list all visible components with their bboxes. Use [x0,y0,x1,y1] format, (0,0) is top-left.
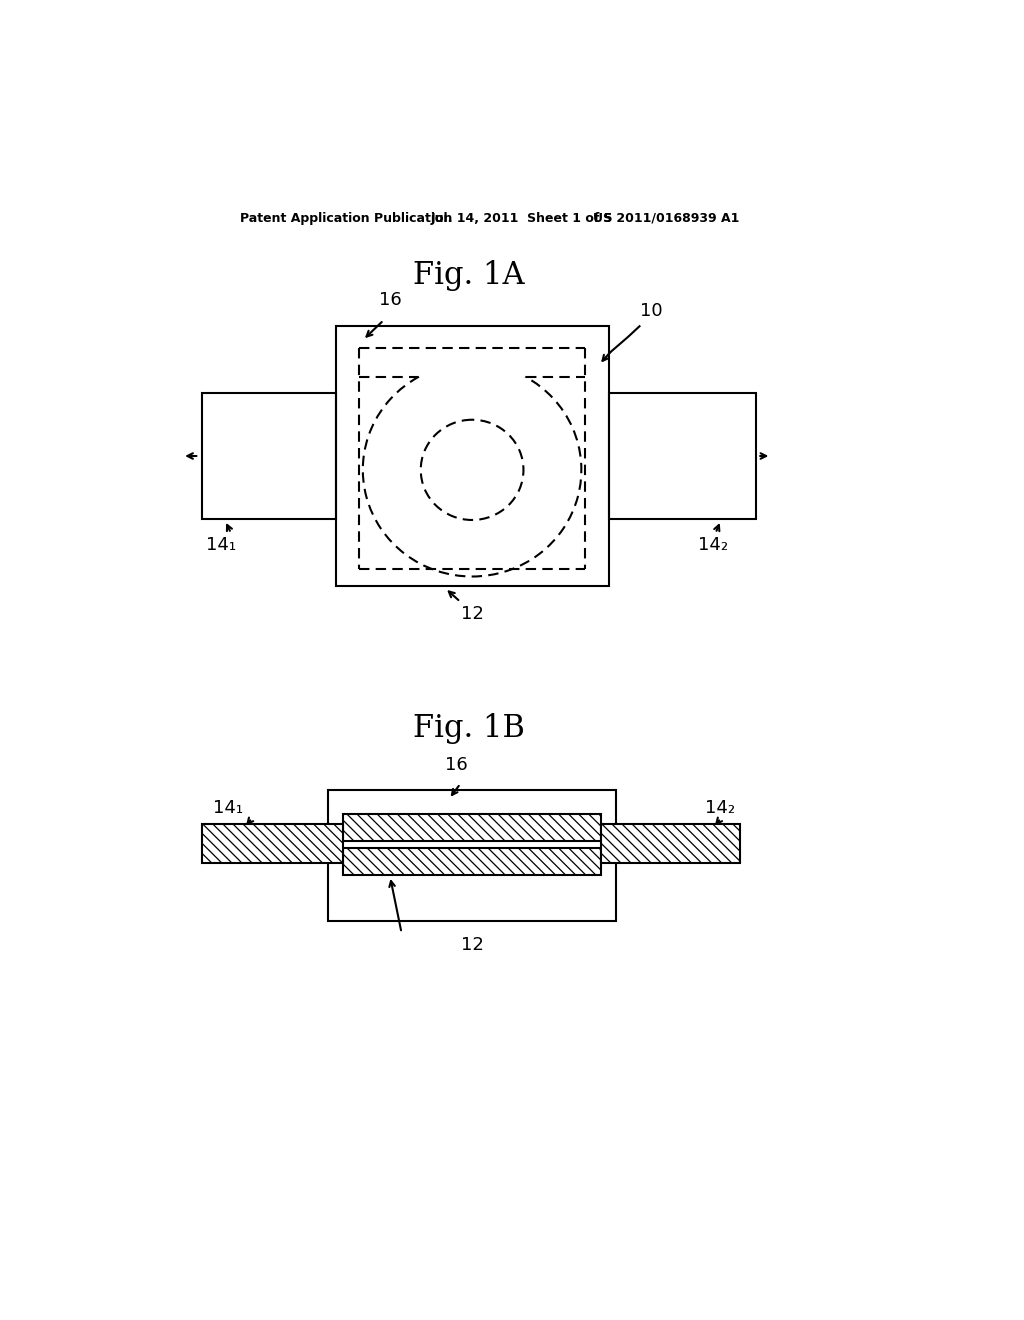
Polygon shape [343,849,601,875]
Text: 16: 16 [445,756,468,775]
Text: 12: 12 [461,936,483,954]
Text: Fig. 1B: Fig. 1B [413,713,525,743]
Text: Jul. 14, 2011  Sheet 1 of 5: Jul. 14, 2011 Sheet 1 of 5 [430,213,612,224]
Polygon shape [601,825,740,863]
Text: Fig. 1A: Fig. 1A [414,260,525,290]
Text: 14₁: 14₁ [206,536,236,553]
Text: US 2011/0168939 A1: US 2011/0168939 A1 [593,213,739,224]
Polygon shape [343,814,601,841]
Polygon shape [202,825,343,863]
Text: 14₂: 14₂ [706,799,735,817]
Text: 14₂: 14₂ [697,536,728,553]
Text: Patent Application Publication: Patent Application Publication [241,213,453,224]
Text: 14₁: 14₁ [213,799,244,817]
Text: 10: 10 [640,302,663,321]
Text: 12: 12 [461,605,483,623]
Text: 16: 16 [379,292,401,309]
